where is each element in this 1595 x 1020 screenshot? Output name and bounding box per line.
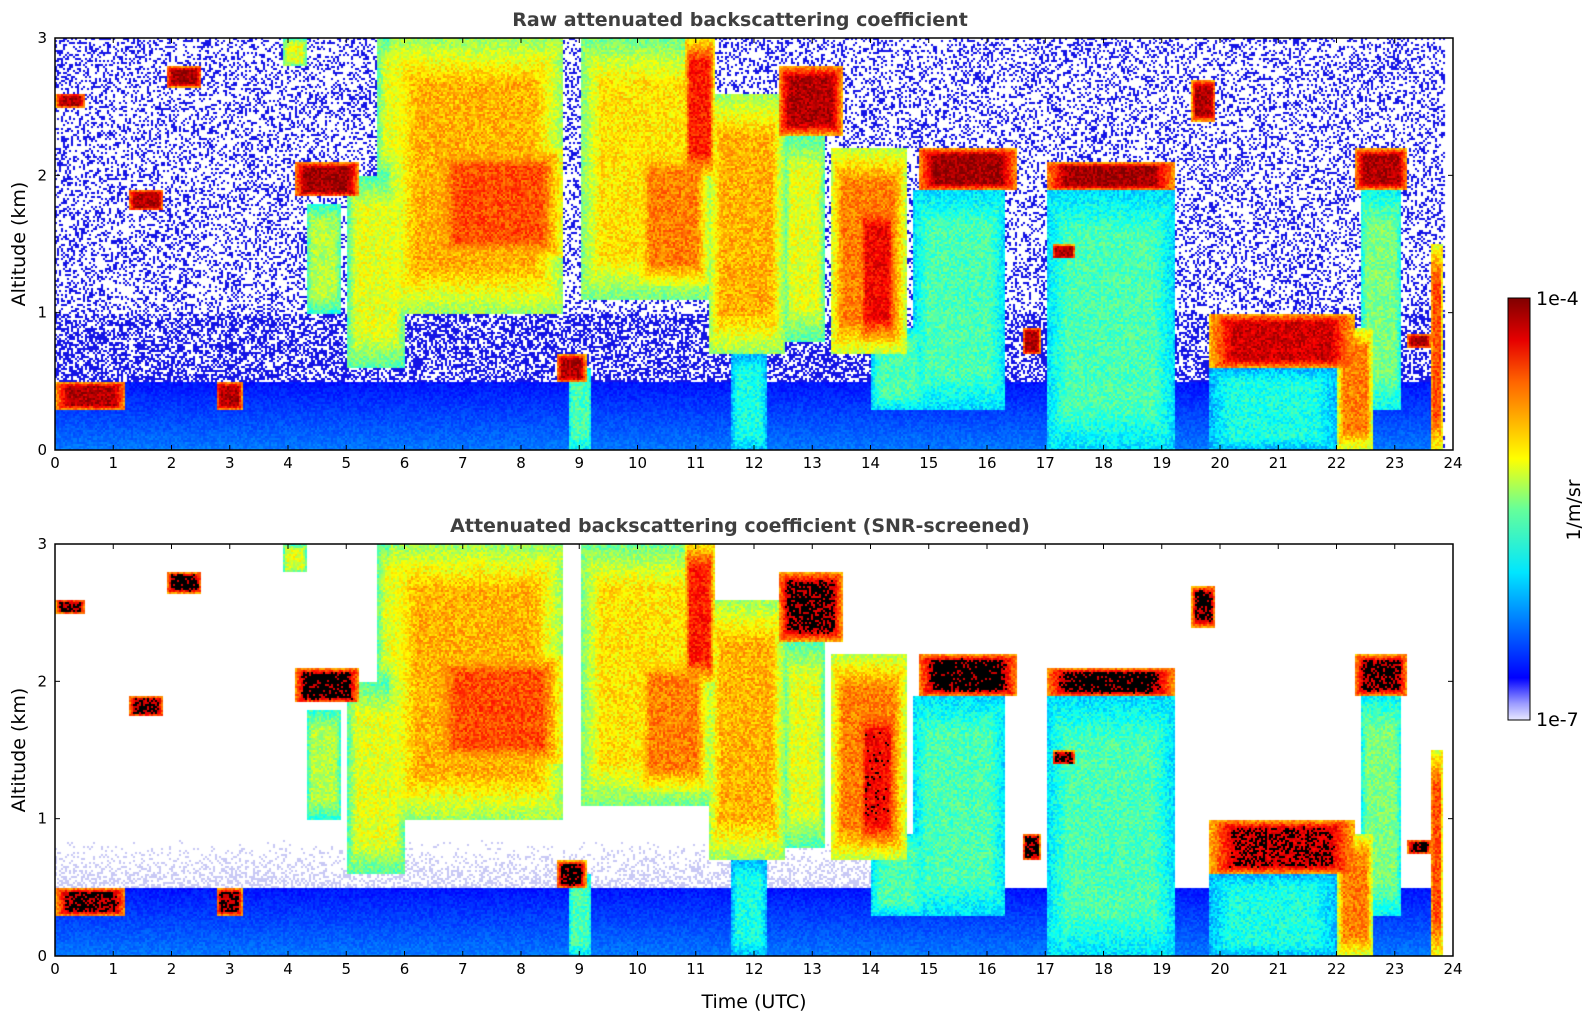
- x-tick-label: 9: [574, 454, 584, 472]
- x-tick-label: 1: [108, 960, 118, 978]
- x-tick-label: 7: [458, 454, 468, 472]
- panel-screened-heatmap: [55, 544, 1453, 956]
- panel-screened-y-axis: 0 1 2 3: [37, 535, 1453, 965]
- x-tick-label: 3: [225, 960, 235, 978]
- y-tick-label: 2: [37, 672, 47, 690]
- colorbar-max-label: 1e-4: [1536, 288, 1579, 310]
- x-tick-label: 15: [919, 960, 938, 978]
- x-tick-label: 6: [400, 960, 410, 978]
- panel-raw-title: Raw attenuated backscattering coefficien…: [512, 9, 968, 31]
- panel-raw-x-axis: 0 1 2 3 4 5 6 7 8 9 10 11 12 13 14 15 16 17 18 19 20 21 22 23 24: [50, 38, 1463, 472]
- x-tick-label: 16: [977, 960, 996, 978]
- x-tick-label: 13: [803, 454, 822, 472]
- x-tick-label: 2: [167, 454, 177, 472]
- y-tick-label: 1: [37, 304, 47, 322]
- panel-raw: Raw attenuated backscattering coefficien…: [8, 9, 1463, 472]
- x-tick-label: 0: [50, 960, 60, 978]
- panel-screened-ylabel: Altitude (km): [8, 688, 30, 813]
- panel-raw-heatmap: [55, 38, 1453, 450]
- panel-raw-ylabel: Altitude (km): [8, 182, 30, 307]
- x-tick-label: 17: [1036, 454, 1055, 472]
- x-tick-label: 24: [1443, 960, 1462, 978]
- x-tick-label: 10: [628, 454, 647, 472]
- x-tick-label: 16: [977, 454, 996, 472]
- x-tick-label: 4: [283, 454, 293, 472]
- panel-screened-xlabel: Time (UTC): [700, 991, 806, 1013]
- x-tick-label: 10: [628, 960, 647, 978]
- x-tick-label: 21: [1269, 454, 1288, 472]
- x-tick-label: 20: [1210, 960, 1229, 978]
- x-tick-label: 24: [1443, 454, 1462, 472]
- x-tick-label: 15: [919, 454, 938, 472]
- x-tick-label: 18: [1094, 960, 1113, 978]
- x-tick-label: 14: [861, 454, 880, 472]
- x-tick-label: 8: [516, 454, 526, 472]
- colorbar-min-label: 1e-7: [1536, 709, 1579, 731]
- x-tick-label: 11: [686, 454, 705, 472]
- x-tick-label: 4: [283, 960, 293, 978]
- x-tick-label: 18: [1094, 454, 1113, 472]
- x-tick-label: 13: [803, 960, 822, 978]
- x-tick-label: 20: [1210, 454, 1229, 472]
- x-tick-label: 22: [1327, 454, 1346, 472]
- y-tick-label: 1: [37, 810, 47, 828]
- x-tick-label: 21: [1269, 960, 1288, 978]
- x-tick-label: 2: [167, 960, 177, 978]
- colorbar: 1e-4 1e-7 1/m/sr: [1507, 288, 1585, 731]
- x-tick-label: 23: [1385, 454, 1404, 472]
- x-tick-label: 11: [686, 960, 705, 978]
- x-tick-label: 3: [225, 454, 235, 472]
- panel-screened-title: Attenuated backscattering coefficient (S…: [450, 515, 1030, 537]
- x-tick-label: 17: [1036, 960, 1055, 978]
- y-tick-label: 0: [37, 947, 47, 965]
- x-tick-label: 12: [744, 960, 763, 978]
- colorbar-unit-label: 1/m/sr: [1563, 479, 1585, 540]
- x-tick-label: 22: [1327, 960, 1346, 978]
- y-tick-label: 3: [37, 535, 47, 553]
- x-tick-label: 5: [341, 454, 351, 472]
- y-tick-label: 3: [37, 29, 47, 47]
- panel-screened-x-axis: 0 1 2 3 4 5 6 7 8 9 10 11 12 13 14 15 16 17 18 19 20 21 22 23 24: [50, 544, 1463, 978]
- x-tick-label: 0: [50, 454, 60, 472]
- x-tick-label: 6: [400, 454, 410, 472]
- y-tick-label: 0: [37, 441, 47, 459]
- x-tick-label: 23: [1385, 960, 1404, 978]
- y-tick-label: 2: [37, 166, 47, 184]
- x-tick-label: 9: [574, 960, 584, 978]
- colorbar-gradient: [1507, 297, 1531, 721]
- x-tick-label: 5: [341, 960, 351, 978]
- panel-raw-y-axis: 0 1 2 3: [37, 29, 1453, 459]
- x-tick-label: 1: [108, 454, 118, 472]
- panel-screened-heatmap-container: [55, 544, 1453, 956]
- x-tick-label: 14: [861, 960, 880, 978]
- x-tick-label: 19: [1152, 454, 1171, 472]
- panel-raw-heatmap-container: [55, 38, 1453, 450]
- x-tick-label: 12: [744, 454, 763, 472]
- panel-screened: Attenuated backscattering coefficient (S…: [8, 515, 1463, 1013]
- x-tick-label: 8: [516, 960, 526, 978]
- x-tick-label: 7: [458, 960, 468, 978]
- x-tick-label: 19: [1152, 960, 1171, 978]
